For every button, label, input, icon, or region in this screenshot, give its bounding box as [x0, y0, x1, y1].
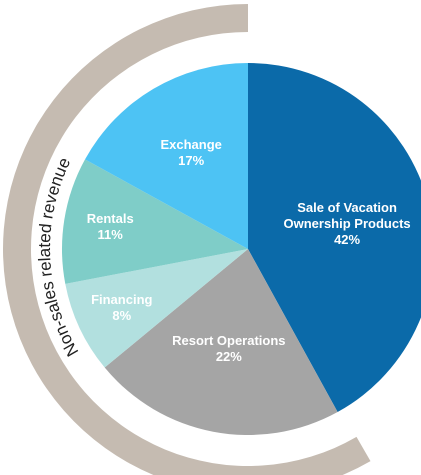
slice — [85, 63, 248, 249]
category-label: Exchange — [160, 136, 222, 152]
category-label: Rentals — [86, 211, 134, 227]
slices — [62, 63, 421, 435]
value-label: 8% — [112, 308, 132, 324]
slice — [104, 249, 338, 435]
slice-label: Sale of Vacation Ownership Products 42% — [277, 200, 417, 248]
value-label: 22% — [215, 349, 242, 365]
category-label: Resort Operations — [172, 333, 286, 349]
value-label: 11% — [97, 227, 123, 243]
value-label: 17% — [178, 152, 205, 168]
value-label: 42% — [334, 231, 361, 247]
slice — [65, 249, 248, 368]
slice-label: Exchange 17% — [116, 137, 266, 169]
slice — [248, 63, 421, 412]
slice-label: Resort Operations 22% — [154, 333, 304, 365]
category-label: Sale of Vacation Ownership Products — [283, 199, 411, 231]
category-label: Financing — [91, 292, 153, 308]
slice — [62, 159, 249, 284]
slice-label: Rentals 11% — [35, 211, 185, 243]
slice-label: Financing 8% — [47, 292, 197, 324]
